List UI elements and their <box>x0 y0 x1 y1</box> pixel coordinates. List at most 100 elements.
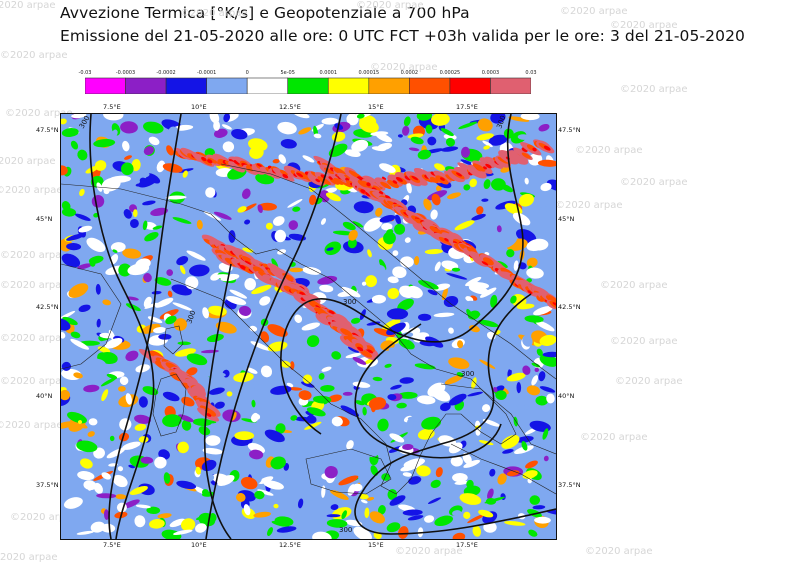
field-blob <box>516 404 531 410</box>
field-blob <box>540 484 556 494</box>
legend-label: 0.0003 <box>481 70 500 76</box>
field-blob <box>122 441 141 450</box>
field-blob <box>417 428 435 440</box>
watermark-text: ©2020 arpae <box>615 376 683 387</box>
field-band <box>532 147 537 152</box>
field-band <box>360 189 366 194</box>
field-blob <box>149 518 165 529</box>
field-blob <box>490 114 506 124</box>
field-blob <box>246 367 258 374</box>
field-band <box>422 226 428 230</box>
field-blob <box>452 510 462 516</box>
field-blob <box>258 202 277 211</box>
field-blob <box>174 348 197 357</box>
field-blob <box>297 498 304 509</box>
field-blob <box>313 395 332 404</box>
lon-tick-label: 17.5°E <box>456 541 478 549</box>
field-blob <box>416 114 433 121</box>
field-blob <box>87 431 95 437</box>
field-blob <box>536 348 543 356</box>
field-blob <box>399 285 415 298</box>
field-blob <box>302 155 315 163</box>
field-blob <box>106 447 126 459</box>
field-blob <box>88 418 98 426</box>
lat-tick-label: 45°N <box>36 215 53 223</box>
field-blob <box>404 237 411 243</box>
field-blob <box>526 257 538 268</box>
field-blob <box>257 489 274 496</box>
field-blob <box>121 162 134 176</box>
legend-label: 5e-05 <box>280 70 295 76</box>
field-blob <box>231 411 237 421</box>
field-blob <box>510 295 517 304</box>
field-blob <box>464 261 470 270</box>
field-blob <box>398 526 409 539</box>
field-blob <box>503 128 514 139</box>
field-blob <box>539 354 556 367</box>
legend-swatch <box>409 77 451 95</box>
field-blob <box>176 256 189 266</box>
lat-tick-label: 37.5°N <box>558 481 581 489</box>
field-blob <box>62 316 78 326</box>
field-blob <box>386 308 409 320</box>
field-blob <box>95 283 101 295</box>
field-band <box>543 145 551 151</box>
field-blob <box>78 420 82 424</box>
field-blob <box>403 458 426 468</box>
field-blob <box>435 467 443 478</box>
field-blob <box>535 395 549 406</box>
field-blob <box>249 146 264 159</box>
legend-swatch <box>246 77 289 95</box>
field-blob <box>386 366 408 378</box>
field-blob <box>226 391 233 397</box>
field-blob <box>500 183 514 193</box>
field-blob <box>534 516 551 524</box>
field-blob <box>290 415 298 421</box>
field-blob <box>177 168 194 173</box>
field-blob <box>403 116 411 127</box>
field-blob <box>240 476 258 490</box>
field-blob <box>387 489 398 500</box>
field-blob <box>83 480 97 491</box>
field-band <box>484 156 504 169</box>
field-blob <box>123 209 132 219</box>
field-blob <box>76 530 94 535</box>
field-blob <box>88 275 104 287</box>
field-blob <box>215 321 237 334</box>
field-blob <box>118 386 126 392</box>
field-blob <box>205 187 216 198</box>
field-blob <box>524 177 529 185</box>
field-blob <box>418 313 432 321</box>
field-blob <box>302 266 322 275</box>
field-blob <box>79 188 85 197</box>
field-band <box>444 238 449 242</box>
legend-swatch <box>368 77 410 95</box>
field-blob <box>525 460 538 469</box>
geopotential-isoline <box>108 114 182 539</box>
field-blob <box>388 347 410 356</box>
field-blob <box>372 376 383 382</box>
field-blob <box>512 212 531 226</box>
watermark-text: ©2020 arpae <box>620 84 688 95</box>
field-blob <box>112 249 118 253</box>
field-blob <box>493 387 498 393</box>
field-blob <box>61 361 71 371</box>
field-blob <box>292 206 301 212</box>
field-blob <box>320 218 327 225</box>
field-blob <box>476 206 484 215</box>
field-blob <box>346 440 354 450</box>
field-band <box>395 176 403 182</box>
field-blob <box>156 160 166 173</box>
field-blob <box>321 485 326 498</box>
field-blob <box>134 515 146 528</box>
field-blob <box>176 480 197 490</box>
field-blob <box>80 458 93 469</box>
lat-tick-label: 42.5°N <box>36 303 59 311</box>
watermark-text: ©2020 arpae <box>356 0 424 11</box>
field-blob <box>101 389 109 402</box>
lat-tick-label: 40°N <box>558 392 575 400</box>
field-blob <box>354 400 365 406</box>
field-blob <box>294 314 303 323</box>
field-blob <box>362 406 367 416</box>
field-blob <box>312 531 332 539</box>
